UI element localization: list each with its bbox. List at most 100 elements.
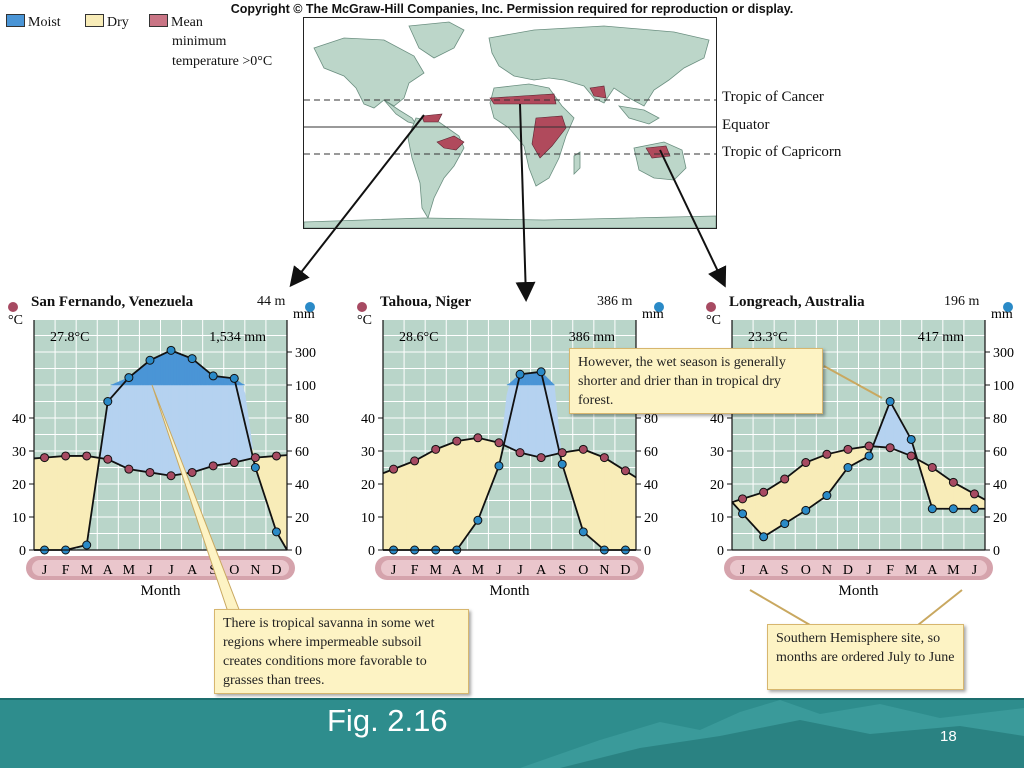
precipitation-legend-dot (305, 302, 315, 312)
temperature-legend-dot (8, 302, 18, 312)
world-map (303, 17, 717, 229)
precipitation-point (515, 369, 525, 379)
precipitation-point (208, 371, 218, 381)
precipitation-point (494, 461, 504, 471)
month-tick-label: M (429, 563, 442, 578)
moist-swatch (6, 14, 25, 27)
month-tick-label: J (42, 563, 48, 578)
figure-title: Fig. 2.16 (327, 703, 448, 738)
month-tick-label: N (822, 563, 832, 578)
month-tick-label: M (947, 563, 960, 578)
dry-swatch (85, 14, 104, 27)
chart-title: Tahoua, Niger (380, 294, 472, 310)
right-tick-label: 60 (644, 445, 658, 460)
left-tick-label: 10 (361, 511, 375, 526)
precipitation-point (145, 355, 155, 365)
antarctica (304, 215, 716, 228)
left-tick-label: 40 (12, 412, 26, 427)
temperature-point (410, 456, 420, 466)
month-tick-label: D (843, 563, 853, 578)
copyright-notice: Copyright © The McGraw-Hill Companies, I… (230, 2, 794, 16)
right-tick-label: 80 (295, 412, 309, 427)
southeast-asia (618, 105, 660, 125)
right-tick-label: 100 (993, 379, 1014, 394)
right-tick-label: 20 (993, 511, 1007, 526)
precipitation-point (759, 532, 769, 542)
y-left-unit: °C (357, 313, 372, 328)
right-tick-label: 60 (295, 445, 309, 460)
temperature-point (124, 464, 134, 474)
left-tick-label: 20 (12, 478, 26, 493)
month-tick-label: M (905, 563, 918, 578)
left-tick-label: 20 (361, 478, 375, 493)
temperature-point (864, 441, 874, 451)
slide: Copyright © The McGraw-Hill Companies, I… (0, 0, 1024, 700)
month-tick-label: J (391, 563, 397, 578)
temperature-point (927, 463, 937, 472)
eurasia (488, 25, 710, 107)
tahoua-callout: However, the wet season is generally sho… (569, 348, 823, 414)
left-tick-label: 10 (12, 511, 26, 526)
mean-swatch (149, 14, 168, 27)
temperature-point (578, 444, 588, 454)
right-tick-label: 60 (993, 445, 1007, 460)
precipitation-point (124, 373, 134, 383)
temperature-point (61, 451, 71, 461)
elevation: 196 m (944, 294, 980, 309)
right-tick-label: 80 (993, 412, 1007, 427)
month-tick-label: F (411, 563, 419, 578)
precipitation-point (250, 463, 260, 472)
month-tick-label: J (866, 563, 872, 578)
month-tick-label: D (620, 563, 630, 578)
temperature-point (229, 458, 239, 468)
x-axis-label: Month (140, 583, 181, 599)
precipitation-point (536, 367, 546, 377)
continents (304, 21, 716, 228)
left-tick-label: 40 (710, 412, 724, 427)
arrow-to-san-fernando (289, 114, 425, 288)
legend-mean-label-2: minimum (172, 34, 227, 49)
month-tick-label: O (801, 563, 811, 578)
equator-label: Equator (722, 117, 770, 133)
savanna-south-america-north (421, 113, 443, 123)
mean-temperature: 23.3°C (748, 330, 787, 345)
temperature-point (557, 448, 567, 458)
temperature-point (759, 487, 769, 497)
temperature-point (738, 494, 748, 504)
annual-precipitation: 417 mm (918, 330, 964, 345)
legend-moist-label: Moist (28, 15, 61, 30)
southern-hemisphere-callout: Southern Hemisphere site, so months are … (767, 624, 964, 690)
left-tick-label: 0 (19, 544, 26, 559)
month-tick-label: A (927, 563, 938, 578)
arrow-to-longreach (659, 149, 727, 288)
mountain-silhouette-dark (560, 720, 1024, 768)
greenland (408, 21, 465, 59)
precipitation-legend-dot (1003, 302, 1013, 312)
temperature-point (515, 448, 525, 458)
month-tick-label: J (740, 563, 746, 578)
precipitation-point (927, 504, 937, 514)
wet-period-area (551, 381, 556, 386)
month-tick-label: J (147, 563, 153, 578)
savanna-australia (645, 145, 671, 159)
month-tick-label: N (599, 563, 609, 578)
precipitation-point (885, 397, 895, 406)
month-band-highlight (730, 560, 987, 576)
arrow-to-tahoua (515, 103, 536, 302)
left-tick-label: 0 (368, 544, 375, 559)
chart-title: Longreach, Australia (729, 294, 865, 310)
annual-precipitation: 386 mm (569, 330, 615, 345)
month-tick-label: O (578, 563, 588, 578)
savanna-india (589, 85, 607, 99)
right-tick-label: 300 (295, 346, 316, 361)
temperature-legend-dot (357, 302, 367, 312)
precipitation-point (82, 540, 92, 550)
legend-mean-label-1: Mean (171, 15, 203, 30)
month-tick-label: A (536, 563, 547, 578)
temperature-point (536, 453, 546, 463)
month-tick-label: O (229, 563, 239, 578)
annual-precipitation: 1,534 mm (209, 330, 266, 345)
temperature-point (389, 464, 399, 474)
australia (633, 141, 687, 181)
